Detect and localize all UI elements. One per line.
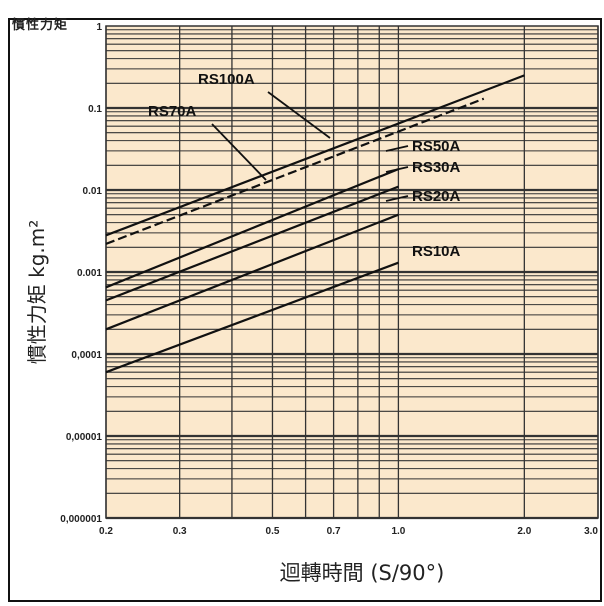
series-line-rs20a [105,213,399,331]
leader-line-rs30a [385,166,409,173]
x-tick-label: 0.5 [266,526,280,537]
y-tick-label: 1 [96,22,102,33]
leader-line-rs70a [211,123,267,181]
y-tick-label: 0.01 [83,186,103,197]
y-tick-label: 0.001 [77,268,102,279]
chart-frame: 慣性力矩 RS100A RS70A RS50A RS30A RS20A RS10A 1 0.… [8,18,602,602]
y-axis-label: 慣性力矩 kg.m² [25,220,49,365]
x-tick-label: 0.2 [99,526,113,537]
series-label-rs30a: RS30A [412,159,461,176]
x-tick-label: 0.3 [173,526,187,537]
x-tick-label: 0.7 [327,526,341,537]
series-label-rs70a: RS70A [148,103,197,120]
y-tick-label: 0,000001 [60,514,102,525]
chart-caption: 慣性力矩 [12,18,69,33]
series-label-rs100a: RS100A [198,71,255,88]
series-line-rs10a [105,261,399,374]
series-label-rs20a: RS20A [412,188,461,205]
y-tick-label: 0,00001 [66,432,103,443]
series-layer [105,74,525,374]
grid-major [105,26,599,520]
y-tick-labels: 1 0.1 0.01 0.001 0,0001 0,00001 0,000001 [60,22,102,525]
series-line-rs100a [105,74,525,237]
x-tick-labels: 0.2 0.3 0.5 0.7 1.0 2.0 3.0 [99,526,598,537]
leader-line-rs100a [267,91,331,139]
x-axis-label: 迴轉時間 (S/90°) [280,561,445,585]
x-tick-label: 2.0 [517,526,531,537]
x-tick-label: 3.0 [584,526,598,537]
series-label-rs10a: RS10A [412,243,461,260]
y-tick-label: 0,0001 [71,350,102,361]
series-line-rs30a [105,185,399,302]
y-tick-label: 0.1 [88,104,102,115]
series-line-rs50a [105,168,399,289]
leader-line-rs20a [385,195,409,202]
x-tick-label: 1.0 [391,526,405,537]
leader-line-rs50a [385,145,409,152]
series-label-rs50a: RS50A [412,138,461,155]
series-line-rs70a [105,97,485,245]
grid-minor [106,29,598,494]
